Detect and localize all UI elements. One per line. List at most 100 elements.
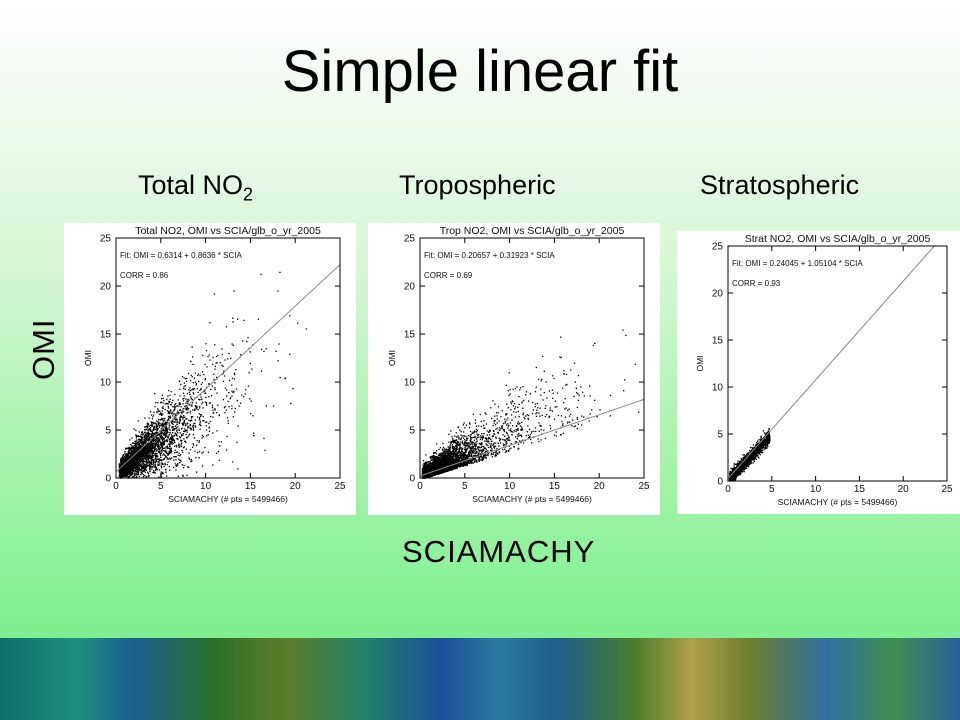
scatter-point — [474, 419, 476, 421]
scatter-point — [126, 447, 128, 450]
scatter-point — [182, 411, 184, 413]
scatter-point — [192, 416, 194, 418]
scatter-point — [481, 451, 483, 454]
scatter-point — [124, 460, 127, 462]
scatter-point — [170, 412, 173, 415]
scatter-point — [155, 456, 157, 458]
scatter-point — [147, 447, 149, 449]
scatter-point — [224, 387, 227, 389]
scatter-point — [178, 429, 180, 432]
scatter-point — [494, 420, 496, 422]
scatter-point — [165, 422, 167, 424]
scatter-point — [162, 437, 164, 439]
scatter-point — [179, 420, 181, 422]
scatter-point — [187, 409, 189, 411]
scatter-point — [170, 439, 173, 441]
scatter-point — [150, 443, 153, 445]
scatter-point — [179, 421, 181, 423]
scatter-point — [156, 441, 158, 443]
scatter-point — [168, 401, 170, 404]
scatter-point — [186, 377, 188, 380]
scatter-point — [140, 472, 143, 474]
scatter-point — [135, 457, 137, 459]
scatter-point — [127, 468, 129, 471]
scatter-point — [180, 460, 182, 462]
scatter-point — [543, 429, 545, 431]
scatter-point — [185, 408, 187, 410]
scatter-point — [451, 436, 453, 438]
scatter-point — [186, 474, 188, 477]
scatter-point — [422, 466, 425, 468]
scatter-point — [439, 458, 441, 460]
scatter-point — [205, 403, 208, 405]
scatter-point — [182, 416, 184, 419]
scatter-point — [160, 419, 162, 421]
scatter-point — [151, 463, 153, 466]
scatter-point — [204, 378, 207, 380]
scatter-point — [146, 448, 148, 450]
scatter-point — [455, 448, 457, 450]
scatter-point — [156, 434, 158, 437]
scatter-point — [250, 400, 252, 402]
scatter-point — [141, 440, 144, 442]
scatter-point — [151, 418, 154, 420]
scatter-point — [457, 436, 459, 438]
scatter-point — [147, 453, 149, 456]
scatter-point — [122, 474, 124, 476]
scatter-point — [457, 448, 459, 451]
scatter-point — [567, 409, 569, 411]
scatter-point — [292, 387, 294, 390]
scatter-point — [216, 430, 218, 432]
scatter-point — [596, 416, 598, 418]
scatter-point — [196, 471, 198, 473]
scatter-point — [200, 414, 203, 416]
chart-x-label: SCIAMACHY (# pts = 5499466) — [168, 494, 288, 504]
scatter-point — [124, 461, 126, 463]
scatter-point — [493, 430, 495, 432]
scatter-point — [142, 464, 145, 466]
scatter-point — [161, 471, 164, 474]
scatter-point — [174, 415, 177, 417]
scatter-point — [185, 423, 187, 425]
scatter-point — [187, 407, 190, 410]
scatter-point — [166, 403, 169, 405]
scatter-point — [136, 453, 138, 456]
scatter-point — [132, 467, 134, 469]
scatter-point — [185, 404, 187, 407]
scatter-point — [515, 429, 517, 431]
scatter-point — [460, 431, 462, 433]
scatter-point — [166, 445, 169, 447]
scatter-point — [174, 404, 176, 406]
scatter-point — [141, 460, 144, 462]
scatter-point — [510, 430, 512, 432]
scatter-point — [182, 423, 184, 425]
scatter-point — [162, 405, 164, 408]
y-tick-label: 25 — [100, 234, 112, 245]
scatter-point — [503, 444, 506, 446]
scatter-point — [518, 403, 520, 405]
scatter-point — [148, 439, 150, 441]
scatter-point — [163, 450, 165, 452]
scatter-point — [160, 456, 162, 458]
scatter-point — [163, 453, 165, 455]
scatter-point — [190, 419, 193, 421]
scatter-point — [155, 440, 157, 442]
scatter-point — [181, 416, 183, 419]
scatter-point — [123, 458, 126, 460]
scatter-point — [148, 425, 150, 427]
scatter-point — [161, 462, 164, 464]
scatter-point — [516, 428, 518, 431]
scatter-point — [204, 379, 206, 381]
scatter-point — [481, 442, 483, 444]
scatter-point — [236, 441, 238, 443]
scatter-point — [160, 443, 162, 445]
scatter-point — [479, 457, 481, 459]
scatter-point — [131, 461, 133, 463]
scatter-point — [167, 406, 169, 408]
scatter-point — [182, 407, 184, 410]
scatter-point — [159, 434, 161, 437]
scatter-point — [501, 427, 504, 429]
scatter-point — [499, 452, 501, 454]
chart-panel-total: Total NO2, OMI vs SCIA/glb_o_yr_2005 0 5 10… — [64, 223, 356, 515]
scatter-point — [523, 442, 525, 444]
